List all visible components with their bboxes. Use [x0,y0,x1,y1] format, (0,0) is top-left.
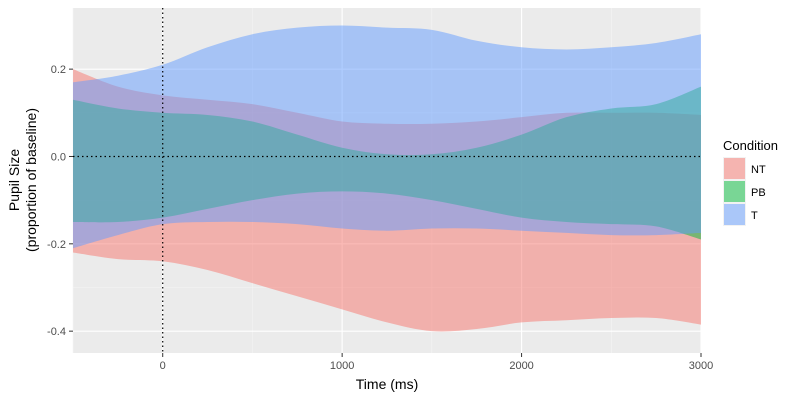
y-tick-label: -0.4 [47,326,66,338]
legend-title: Condition [723,138,778,153]
y-axis: 0.2 0.0 -0.2 -0.4 [47,64,73,338]
legend-swatch-pb [724,181,745,202]
y-axis-title: Pupil Size [6,149,22,211]
reference-lines [73,8,701,353]
legend-label-t: T [751,210,758,222]
legend: Condition NT PB T [723,138,778,226]
legend-label-nt: NT [751,164,766,176]
legend-swatch-t [724,204,745,225]
x-axis: 0 1000 2000 3000 [160,353,713,372]
y-tick-label: -0.2 [47,239,66,251]
legend-swatch-nt [724,158,745,179]
legend-label-pb: PB [751,187,766,199]
ribbon-t [73,25,701,249]
y-tick-label: 0.2 [51,64,66,76]
x-axis-title: Time (ms) [356,376,418,392]
x-tick-label: 3000 [689,360,713,372]
x-tick-label: 1000 [330,360,354,372]
x-tick-label: 2000 [509,360,533,372]
y-tick-label: 0.0 [51,151,66,163]
x-tick-label: 0 [160,360,166,372]
ribbons [73,25,701,332]
y-axis-subtitle: (proportion of baseline) [23,108,39,252]
